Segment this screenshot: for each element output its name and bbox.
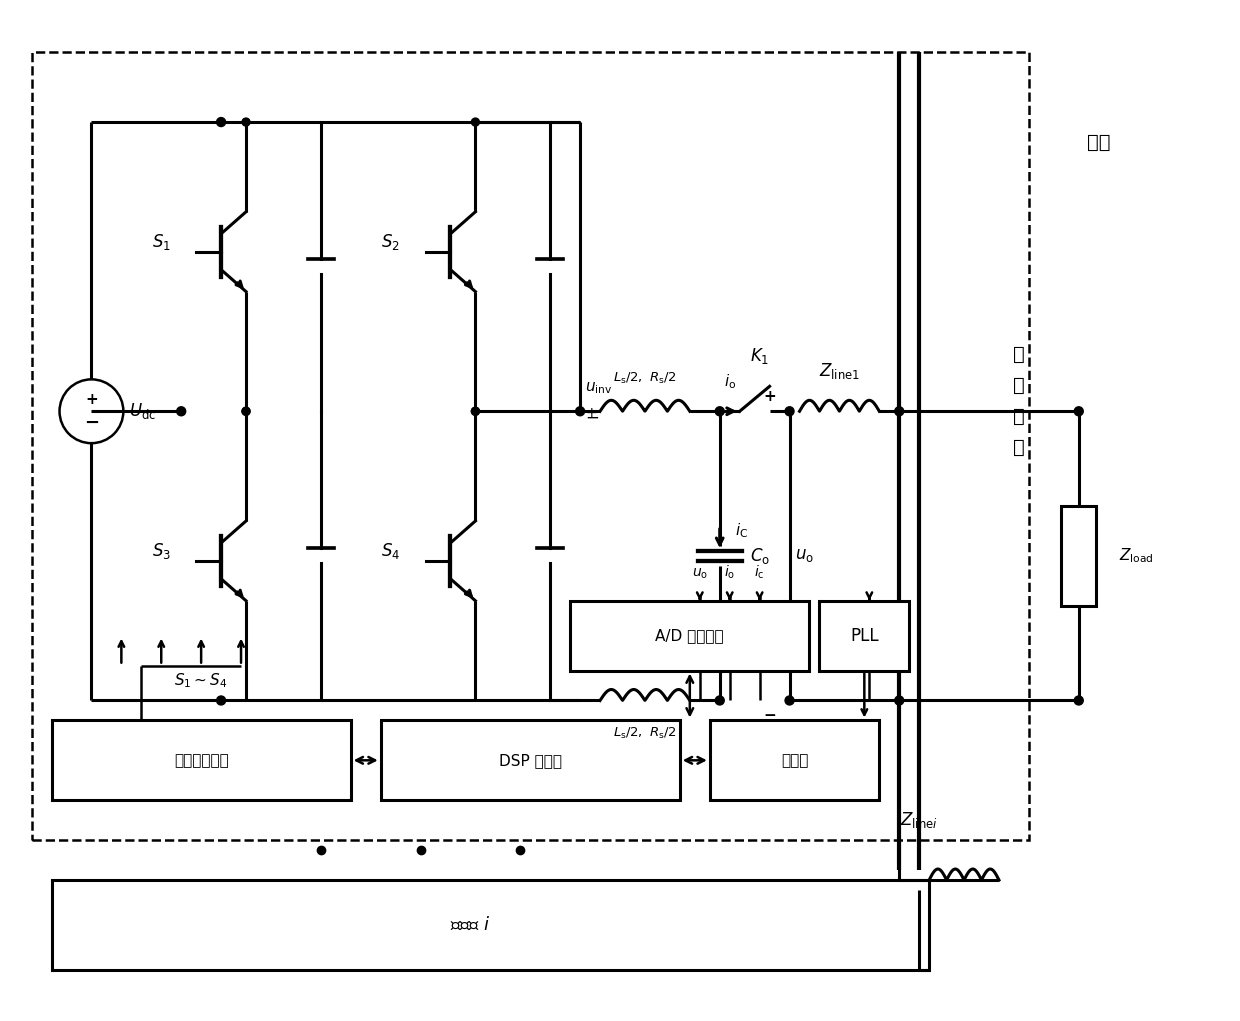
Bar [31,52,1029,840]
Text: $C_{\rm o}$: $C_{\rm o}$ [750,546,770,566]
Circle shape [895,406,904,416]
Text: $S_1{\sim}S_4$: $S_1{\sim}S_4$ [175,671,228,690]
Text: +: + [585,406,596,421]
Text: −: − [585,408,599,426]
Text: 交
流
母
线: 交 流 母 线 [1013,345,1024,457]
Text: $S_2$: $S_2$ [381,232,401,252]
Circle shape [471,118,480,126]
Circle shape [785,696,794,704]
Text: $K_1$: $K_1$ [750,346,769,367]
Text: 驱动保护电路: 驱动保护电路 [174,752,228,768]
Text: $i_{\rm C}$: $i_{\rm C}$ [734,522,748,540]
Circle shape [471,407,480,416]
Text: $Z_{{\rm line}i}$: $Z_{{\rm line}i}$ [900,810,939,830]
Text: $i_{\rm o}$: $i_{\rm o}$ [724,373,735,391]
Text: −: − [84,415,99,432]
Circle shape [895,696,904,704]
Text: 逆变器 $i$: 逆变器 $i$ [450,916,491,934]
Text: A/D 采样电路: A/D 采样电路 [656,628,724,643]
Text: $i_{\rm c}$: $i_{\rm c}$ [754,564,765,581]
Circle shape [242,118,250,126]
Text: $u_{\rm o}$: $u_{\rm o}$ [795,547,813,565]
Bar [570,600,810,671]
Text: +: + [763,389,776,404]
Text: DSP 控制器: DSP 控制器 [498,752,562,768]
Bar [709,721,879,800]
Circle shape [715,696,724,704]
Text: $L_{\rm s}/2,\ R_{\rm s}/2$: $L_{\rm s}/2,\ R_{\rm s}/2$ [613,372,677,386]
Bar [381,721,680,800]
Circle shape [242,407,250,416]
Bar [52,880,929,970]
Bar [820,600,909,671]
Text: 负载: 负载 [1087,133,1111,151]
Polygon shape [308,259,334,275]
Circle shape [177,406,186,416]
Circle shape [1074,406,1084,416]
Circle shape [785,406,794,416]
Text: $U_{\rm dc}$: $U_{\rm dc}$ [129,401,156,422]
Circle shape [242,407,250,416]
Polygon shape [537,259,563,275]
Text: $S_1$: $S_1$ [151,232,171,252]
Text: $L_{\rm s}/2,\ R_{\rm s}/2$: $L_{\rm s}/2,\ R_{\rm s}/2$ [613,725,677,740]
Text: −: − [763,708,776,723]
Bar [1061,506,1096,605]
Circle shape [217,117,226,127]
Circle shape [575,406,584,416]
Text: $Z_{\rm line1}$: $Z_{\rm line1}$ [818,361,861,382]
Text: 触摸屏: 触摸屏 [781,752,808,768]
Text: $u_{\rm o}$: $u_{\rm o}$ [692,567,708,581]
Text: $S_4$: $S_4$ [381,541,401,561]
Text: +: + [86,392,98,406]
Circle shape [471,407,480,416]
Polygon shape [308,548,334,564]
Text: $Z_{\rm load}$: $Z_{\rm load}$ [1118,546,1153,566]
Circle shape [1074,696,1084,704]
Text: PLL: PLL [851,627,879,644]
Polygon shape [537,548,563,564]
Circle shape [715,406,724,416]
Circle shape [217,696,226,704]
Text: $S_3$: $S_3$ [151,541,171,561]
Text: $i_{\rm o}$: $i_{\rm o}$ [724,564,735,581]
Bar [52,721,351,800]
Text: $u_{\rm inv}$: $u_{\rm inv}$ [585,381,613,396]
